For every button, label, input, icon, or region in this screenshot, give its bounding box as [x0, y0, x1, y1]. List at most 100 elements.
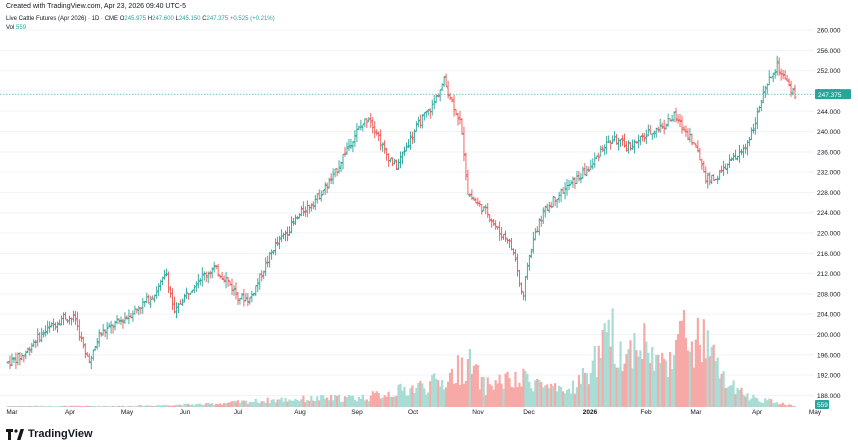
volume-bar — [244, 400, 247, 407]
time-axis[interactable]: Mar Apr May Jun Jul Aug Sep Oct Nov Dec 2026 Feb Mar… — [6, 409, 821, 416]
volume-bar — [238, 403, 242, 407]
ohlc-bar — [658, 118, 662, 133]
ohlc-bar — [240, 293, 244, 300]
price-tick-label: 204.000 — [817, 312, 841, 319]
ohlc-bar — [365, 118, 369, 128]
ohlc-bar — [234, 282, 238, 300]
ohlc-bar — [329, 173, 333, 185]
volume-bar — [736, 387, 739, 407]
volume-bar — [603, 323, 606, 407]
volume-bar — [702, 319, 705, 407]
ohlc-bar — [428, 108, 432, 119]
ohlc-bar — [430, 99, 434, 116]
brand-footer[interactable]: TradingView — [6, 428, 93, 440]
volume-bar — [215, 403, 218, 407]
volume-bar — [413, 393, 416, 407]
ohlc-bar — [412, 129, 416, 144]
ohlc-bar — [113, 320, 117, 331]
volume-bar — [651, 346, 654, 407]
ohlc-bar — [222, 275, 226, 283]
volume-bar — [575, 387, 579, 407]
volume-bar — [585, 372, 588, 407]
ohlc-bar — [401, 151, 404, 165]
ohlc-bar — [345, 142, 349, 155]
ohlc-bar — [751, 123, 755, 134]
ohlc-bar — [464, 152, 468, 181]
ohlc-bar — [738, 145, 741, 163]
volume-bar — [213, 405, 216, 407]
volume-bar — [760, 402, 763, 407]
ohlc-bar — [91, 349, 95, 361]
volume-bar — [393, 396, 396, 407]
ohlc-bar — [109, 320, 113, 334]
ohlc-bar — [177, 303, 180, 314]
ohlc-bar — [284, 230, 287, 242]
ohlc-bar — [722, 160, 726, 177]
volume-bar — [367, 401, 370, 407]
ohlc-bar — [407, 139, 410, 149]
ohlc-bar — [682, 125, 686, 131]
ohlc-bar — [260, 270, 264, 282]
volume-bar — [320, 395, 323, 407]
ohlc-bar — [399, 151, 402, 169]
volume-bar — [468, 349, 471, 407]
volume-bar — [633, 333, 636, 407]
ohlc-bar — [708, 172, 712, 186]
ohlc-bar — [533, 228, 537, 241]
ohlc-bar — [264, 257, 268, 277]
ohlc-bar — [232, 285, 236, 296]
volume-bar — [540, 382, 543, 407]
volume-bar — [502, 388, 505, 407]
ohlc-bar — [250, 290, 254, 303]
ohlc-bar — [492, 219, 496, 226]
ohlc-bar — [700, 158, 704, 170]
volume-bar — [189, 404, 192, 407]
price-tick-label: 220.000 — [817, 231, 841, 238]
ohlc-bar — [119, 316, 123, 325]
ohlc-bar — [137, 305, 141, 316]
open-label: O — [119, 16, 125, 22]
volume-bar — [452, 383, 456, 407]
volume-bar — [716, 357, 719, 407]
volume-bar — [431, 375, 434, 407]
volume-bar — [748, 400, 751, 407]
ohlc-bar — [369, 112, 373, 128]
volume-bar — [641, 359, 644, 407]
volume-bar — [195, 403, 198, 407]
price-axis[interactable]: 188.000 192.000 196.000 200.000 204.000 208.0… — [817, 28, 841, 400]
volume-bar — [56, 406, 59, 407]
ohlc-bar — [89, 355, 93, 370]
ohlc-bar — [38, 331, 42, 343]
volume-bar — [296, 400, 299, 407]
volume-bar — [125, 406, 129, 407]
volume-bar — [242, 400, 246, 407]
volume-bar — [587, 384, 590, 407]
ohlc-bar — [785, 75, 789, 82]
ohlc-bar — [143, 300, 147, 308]
volume-bar — [84, 406, 87, 407]
symbol-title[interactable]: Live Cattle Futures (Apr 2026) · 1D · CM… — [6, 16, 119, 22]
chart-credit: Created with TradingView.com, Apr 23, 20… — [6, 3, 187, 10]
ohlc-bar — [179, 299, 182, 305]
ohlc-bar — [472, 196, 476, 201]
ohlc-bar — [749, 127, 753, 141]
volume-bar — [191, 404, 194, 407]
ohlc-bar — [506, 238, 509, 244]
volume-bar — [224, 403, 228, 407]
ohlc-bar — [744, 143, 747, 154]
volume-bar — [308, 400, 311, 407]
volume-bar — [522, 368, 525, 407]
time-tick-label: Feb — [640, 409, 652, 416]
ohlc-bar — [656, 126, 660, 133]
ohlc-bar — [496, 226, 500, 230]
volume-bar — [518, 382, 521, 407]
volume-bar — [655, 354, 658, 407]
volume-bar — [409, 388, 412, 407]
volume-badge — [815, 400, 829, 409]
volume-bar — [625, 354, 628, 407]
volume-bar — [137, 405, 140, 407]
ohlc-bar — [93, 345, 97, 351]
volume-bar — [609, 346, 612, 407]
last-price-text: 247.375 — [818, 92, 842, 99]
